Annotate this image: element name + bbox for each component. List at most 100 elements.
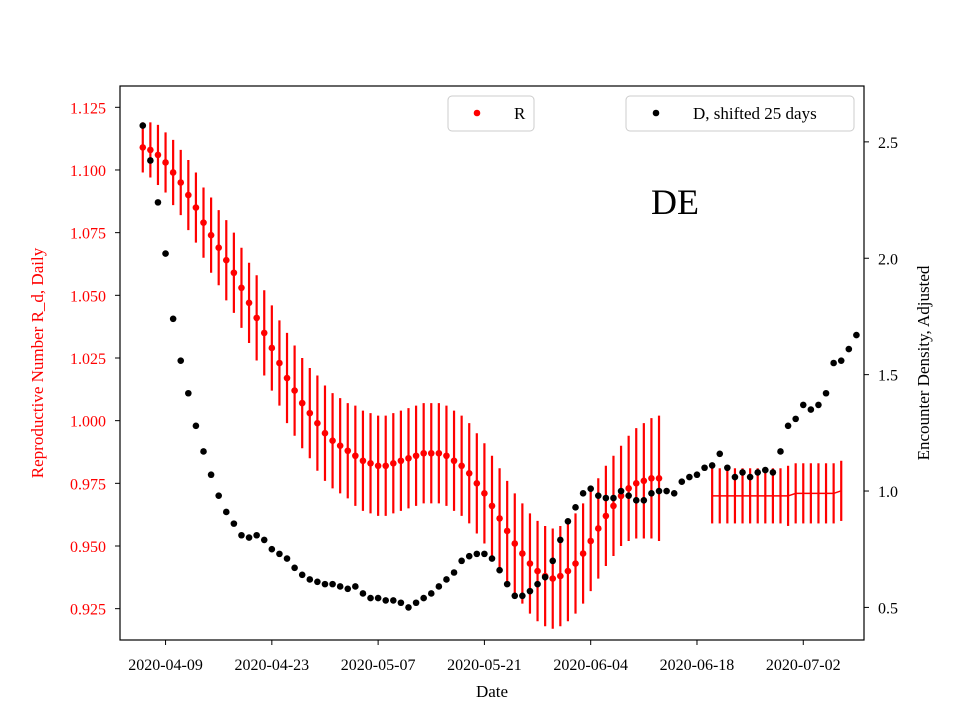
x-tick-label: 2020-04-23 bbox=[235, 657, 310, 674]
point-d-shifted-25-days bbox=[837, 357, 845, 364]
point-d-shifted-25-days bbox=[625, 492, 632, 499]
point-r bbox=[200, 219, 207, 226]
axes: 2020-04-09 2020-04-23 2020-05-07 2020-05-21… bbox=[70, 100, 898, 674]
point-d-shifted-25-days bbox=[845, 345, 853, 353]
point-d-shifted-25-days bbox=[481, 550, 488, 558]
point-d-shifted-25-days bbox=[640, 497, 648, 504]
y-left-tick-label: 1.025 bbox=[70, 351, 106, 368]
point-d-shifted-25-days bbox=[815, 401, 822, 409]
point-d-shifted-25-days bbox=[321, 580, 329, 588]
y-left-tick-label: 1.050 bbox=[70, 288, 106, 305]
point-d-shifted-25-days bbox=[519, 592, 526, 600]
point-d-shifted-25-days bbox=[162, 250, 169, 257]
point-r bbox=[276, 359, 283, 367]
point-d-shifted-25-days bbox=[853, 331, 860, 339]
x-tick-label: 2020-05-07 bbox=[341, 657, 416, 674]
point-d-shifted-25-days bbox=[579, 490, 587, 497]
point-d-shifted-25-days bbox=[329, 580, 336, 588]
point-d-shifted-25-days bbox=[564, 517, 572, 525]
y-left-tick-label: 0.950 bbox=[70, 539, 106, 556]
point-r bbox=[222, 256, 230, 264]
y-right-tick-label: 1.5 bbox=[878, 368, 898, 385]
point-d-shifted-25-days bbox=[465, 552, 473, 560]
point-d-shifted-25-days bbox=[192, 422, 200, 430]
point-d-shifted-25-days bbox=[215, 492, 222, 499]
point-r bbox=[147, 146, 154, 154]
point-d-shifted-25-days bbox=[222, 508, 230, 516]
point-r bbox=[405, 454, 412, 462]
point-d-shifted-25-days bbox=[731, 473, 739, 481]
point-r bbox=[632, 480, 640, 487]
point-d-shifted-25-days bbox=[541, 573, 549, 581]
point-r bbox=[139, 144, 147, 151]
point-d-shifted-25-days bbox=[746, 473, 754, 481]
point-d-shifted-25-days bbox=[686, 473, 693, 481]
x-tick-label: 2020-06-04 bbox=[553, 657, 628, 674]
point-r bbox=[602, 512, 610, 520]
point-r bbox=[352, 452, 359, 460]
point-d-shifted-25-days bbox=[185, 389, 192, 397]
point-d-shifted-25-days bbox=[670, 490, 678, 497]
point-d-shifted-25-days bbox=[435, 583, 443, 590]
y-right-tick-label: 0.5 bbox=[878, 600, 898, 617]
line-r-forecast bbox=[712, 490, 842, 497]
point-r bbox=[579, 550, 587, 557]
point-d-shifted-25-days bbox=[526, 587, 534, 595]
point-r bbox=[177, 179, 185, 186]
point-r bbox=[617, 492, 625, 500]
point-d-shifted-25-days bbox=[200, 448, 207, 455]
point-r bbox=[488, 502, 496, 510]
x-tick-label: 2020-05-21 bbox=[447, 657, 522, 674]
point-r bbox=[230, 269, 238, 277]
point-r bbox=[374, 462, 382, 470]
point-d-shifted-25-days bbox=[359, 590, 367, 597]
point-d-shifted-25-days bbox=[594, 492, 602, 499]
point-r bbox=[610, 502, 617, 510]
point-d-shifted-25-days bbox=[799, 401, 807, 409]
point-d-shifted-25-days bbox=[382, 597, 390, 604]
point-d-shifted-25-days bbox=[822, 389, 830, 397]
point-d-shifted-25-days bbox=[283, 555, 291, 562]
annotation-de: DE bbox=[651, 182, 699, 222]
point-d-shifted-25-days bbox=[503, 580, 511, 588]
point-r bbox=[412, 452, 420, 460]
point-r bbox=[473, 480, 481, 487]
point-r bbox=[427, 449, 435, 457]
point-d-shifted-25-days bbox=[298, 571, 306, 579]
point-d-shifted-25-days bbox=[169, 315, 177, 323]
legend-d-marker bbox=[652, 109, 660, 117]
point-d-shifted-25-days bbox=[154, 199, 162, 206]
point-d-shifted-25-days bbox=[762, 466, 769, 474]
y-left-tick-label: 0.975 bbox=[70, 476, 106, 493]
point-r bbox=[162, 159, 169, 166]
point-r bbox=[420, 449, 427, 457]
legend-r-label: R bbox=[514, 104, 526, 123]
y-axis-left-title: Reproductive Number R_d, Daily bbox=[28, 247, 47, 478]
point-d-shifted-25-days bbox=[716, 450, 724, 458]
point-r bbox=[245, 299, 253, 307]
point-d-shifted-25-days bbox=[139, 122, 147, 129]
point-r bbox=[192, 204, 200, 211]
point-d-shifted-25-days bbox=[663, 487, 670, 495]
point-d-shifted-25-days bbox=[693, 471, 701, 479]
point-d-shifted-25-days bbox=[617, 487, 625, 495]
point-r bbox=[238, 284, 245, 292]
series-r bbox=[139, 122, 663, 629]
point-d-shifted-25-days bbox=[587, 485, 594, 492]
series-r-forecast bbox=[711, 460, 843, 526]
point-d-shifted-25-days bbox=[238, 531, 245, 539]
point-r bbox=[268, 344, 276, 352]
point-d-shifted-25-days bbox=[708, 462, 716, 469]
point-d-shifted-25-days bbox=[610, 494, 617, 502]
point-r bbox=[511, 540, 519, 547]
point-d-shifted-25-days bbox=[777, 448, 784, 455]
point-r bbox=[625, 485, 632, 492]
point-d-shifted-25-days bbox=[276, 550, 283, 558]
point-d-shifted-25-days bbox=[807, 406, 815, 413]
point-r bbox=[450, 457, 458, 465]
point-r bbox=[291, 387, 298, 394]
plot-frame bbox=[119, 85, 865, 641]
point-r bbox=[306, 409, 314, 417]
legend-d: D, shifted 25 days bbox=[625, 95, 855, 132]
point-d-shifted-25-days bbox=[344, 585, 352, 593]
